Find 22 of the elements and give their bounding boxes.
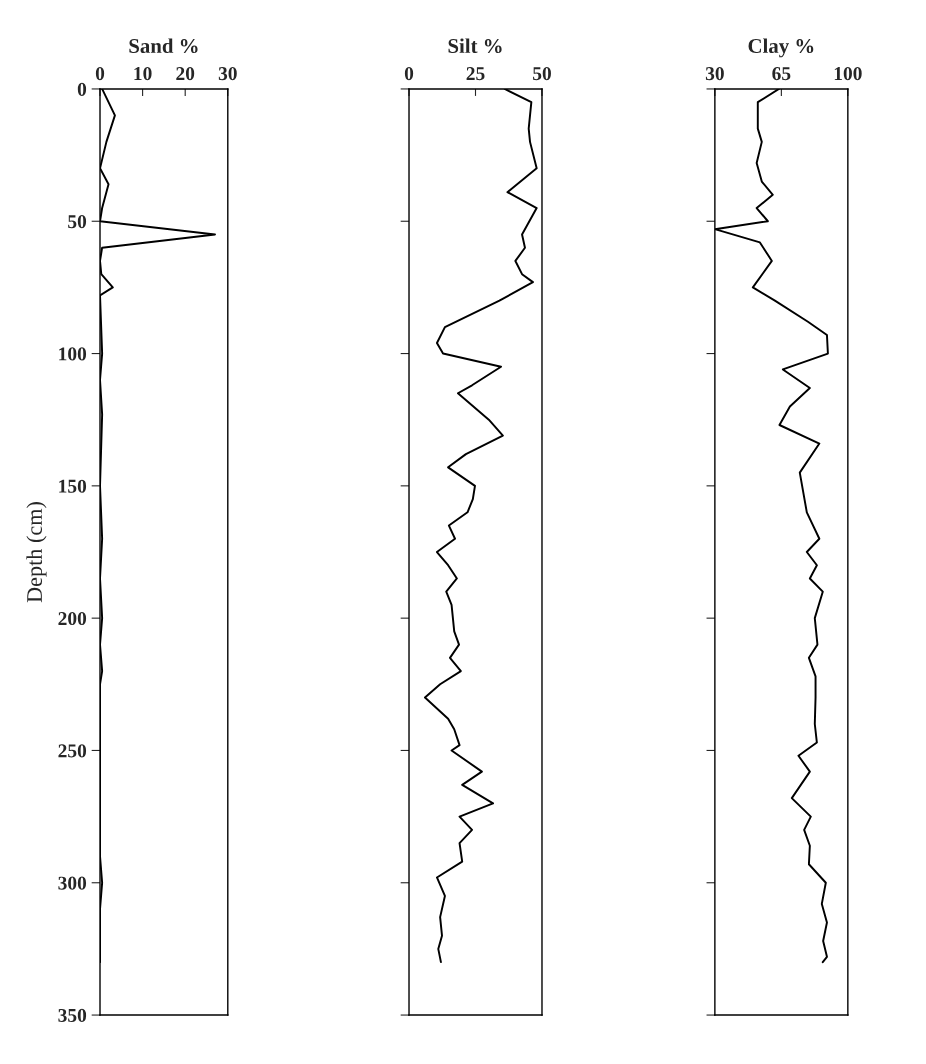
x-tick-label: 0 xyxy=(404,67,414,81)
y-tick-label: 50 xyxy=(68,215,87,229)
chart-title: Clay % xyxy=(748,38,814,58)
x-tick-label: 0 xyxy=(95,67,105,81)
y-tick-label: 0 xyxy=(77,82,87,96)
x-tick-label: 50 xyxy=(533,67,551,81)
y-tick-label: 200 xyxy=(58,611,87,626)
y-axis-title: Depth (cm) xyxy=(26,502,47,603)
y-tick-label: 150 xyxy=(59,479,87,493)
x-tick-label: 30 xyxy=(218,67,237,81)
y-tick-label: 250 xyxy=(58,744,87,758)
chart-title: Sand % xyxy=(129,38,198,54)
y-tick-label: 350 xyxy=(58,1008,87,1022)
y-tick-label: 300 xyxy=(58,876,87,890)
x-tick-label: 20 xyxy=(176,67,195,81)
x-tick-label: 25 xyxy=(466,67,485,81)
y-tick-label: 100 xyxy=(59,347,87,361)
x-tick-label: 100 xyxy=(834,67,862,81)
x-tick-label: 30 xyxy=(705,67,724,81)
x-tick-label: 65 xyxy=(772,67,791,81)
chart-title: Silt % xyxy=(448,38,502,54)
x-tick-label: 10 xyxy=(134,67,152,81)
